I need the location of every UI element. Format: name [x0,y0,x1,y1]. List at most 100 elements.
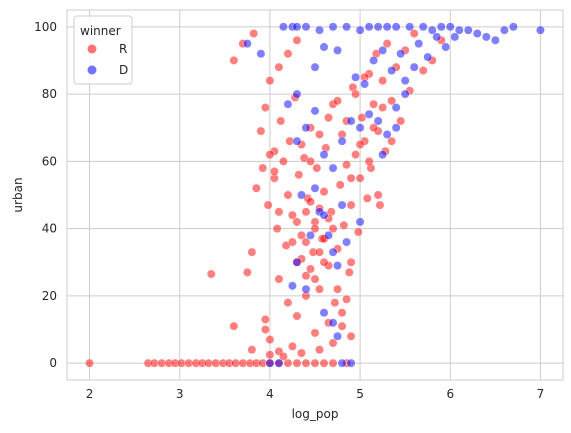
point-r [346,173,356,183]
point-d [292,257,302,267]
point-d [306,230,315,240]
point-d [337,358,347,368]
point-r [256,126,266,136]
point-d [342,237,351,247]
point-r [373,190,383,200]
point-r [351,89,360,99]
point-d [391,103,401,112]
point-d [265,358,275,368]
point-d [400,89,410,99]
point-r [279,352,288,361]
point-d [400,76,410,86]
point-r [229,56,239,65]
y-axis-label: urban [11,177,25,212]
point-d [346,116,356,126]
point-r [301,207,311,217]
point-d [288,281,297,291]
point-r [260,325,270,334]
point-r [342,160,351,170]
point-d [481,32,491,42]
point-d [328,318,338,328]
point-d [414,39,424,49]
data-points [85,22,545,368]
point-d [310,62,320,72]
point-d [423,52,433,62]
point-d [463,25,473,35]
point-r [369,123,379,133]
point-d [351,72,360,82]
point-r [292,217,302,227]
point-r [85,358,94,368]
point-r [346,200,356,210]
point-r [283,298,293,308]
x-tick-label: 2 [86,387,94,401]
point-r [362,193,372,203]
point-d [441,42,451,52]
point-r [375,200,385,210]
point-r [387,96,397,106]
point-r [265,335,275,345]
y-tick-label: 60 [42,154,57,168]
plot-background [67,10,563,380]
point-r [292,35,302,45]
point-d [337,136,347,146]
point-r [274,62,284,72]
point-r [337,321,347,331]
point-r [270,167,279,176]
legend: winner R D [73,15,133,85]
point-r [283,49,293,59]
point-r [292,311,302,321]
point-d [301,284,311,294]
point-r [279,156,288,166]
point-d [292,22,302,32]
y-tick-label: 100 [34,20,57,34]
point-d [360,79,369,89]
point-r [288,237,297,247]
point-r [260,315,270,324]
x-tick-label: 4 [266,387,274,401]
point-r [335,180,345,190]
legend-box [73,15,133,85]
point-d [279,22,288,32]
point-r [346,257,356,267]
x-tick-labels: 2 3 4 5 6 7 [86,387,545,401]
point-r [339,220,349,230]
point-d [509,22,518,32]
point-r [355,140,365,149]
point-r [387,136,397,146]
y-tick-labels: 0 20 40 60 80 100 [34,20,57,370]
point-r [324,113,333,123]
point-d [333,331,342,341]
point-r [263,200,273,210]
point-d [382,130,392,139]
point-r [382,39,392,49]
point-d [283,99,293,109]
point-r [288,210,297,220]
x-tick-label: 3 [176,387,184,401]
point-d [355,25,365,35]
point-d [387,66,397,75]
point-d [319,210,329,220]
point-d [427,25,437,35]
point-r [330,298,340,308]
point-r [265,76,275,86]
point-r [328,224,338,234]
y-tick-label: 40 [42,222,57,236]
point-d [450,32,460,42]
point-r [355,173,365,183]
point-d [378,150,388,160]
point-d [364,22,374,32]
legend-marker-r [87,44,97,54]
point-r [247,345,257,355]
y-tick-label: 80 [42,87,57,101]
point-d [333,45,342,55]
point-d [364,109,374,119]
y-tick-label: 0 [49,356,57,370]
point-d [292,136,302,146]
point-d [432,32,442,42]
point-r [247,247,257,257]
point-r [283,190,293,200]
point-r [206,269,216,279]
point-d [328,247,338,257]
plot-frame [66,9,564,381]
